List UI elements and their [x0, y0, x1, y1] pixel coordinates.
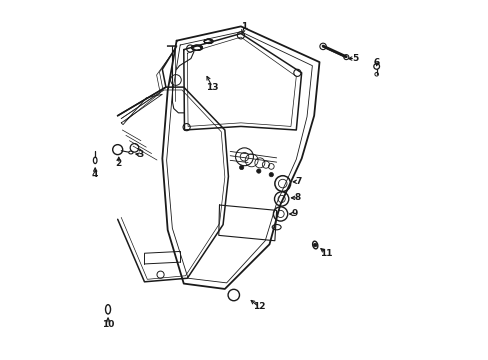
- Circle shape: [256, 169, 261, 173]
- Text: 1: 1: [241, 22, 247, 31]
- Text: 9: 9: [291, 210, 297, 219]
- Text: 10: 10: [102, 320, 114, 329]
- Text: 12: 12: [252, 302, 264, 311]
- Text: 8: 8: [294, 193, 301, 202]
- Circle shape: [268, 172, 273, 177]
- Text: 5: 5: [351, 54, 358, 63]
- Text: 6: 6: [373, 58, 379, 67]
- Circle shape: [313, 243, 316, 247]
- Text: 11: 11: [320, 249, 332, 258]
- Circle shape: [239, 165, 244, 170]
- Text: 13: 13: [205, 83, 218, 92]
- Text: 3: 3: [138, 150, 144, 159]
- Text: 7: 7: [294, 177, 301, 186]
- Text: 2: 2: [115, 159, 122, 168]
- Text: 4: 4: [92, 170, 98, 179]
